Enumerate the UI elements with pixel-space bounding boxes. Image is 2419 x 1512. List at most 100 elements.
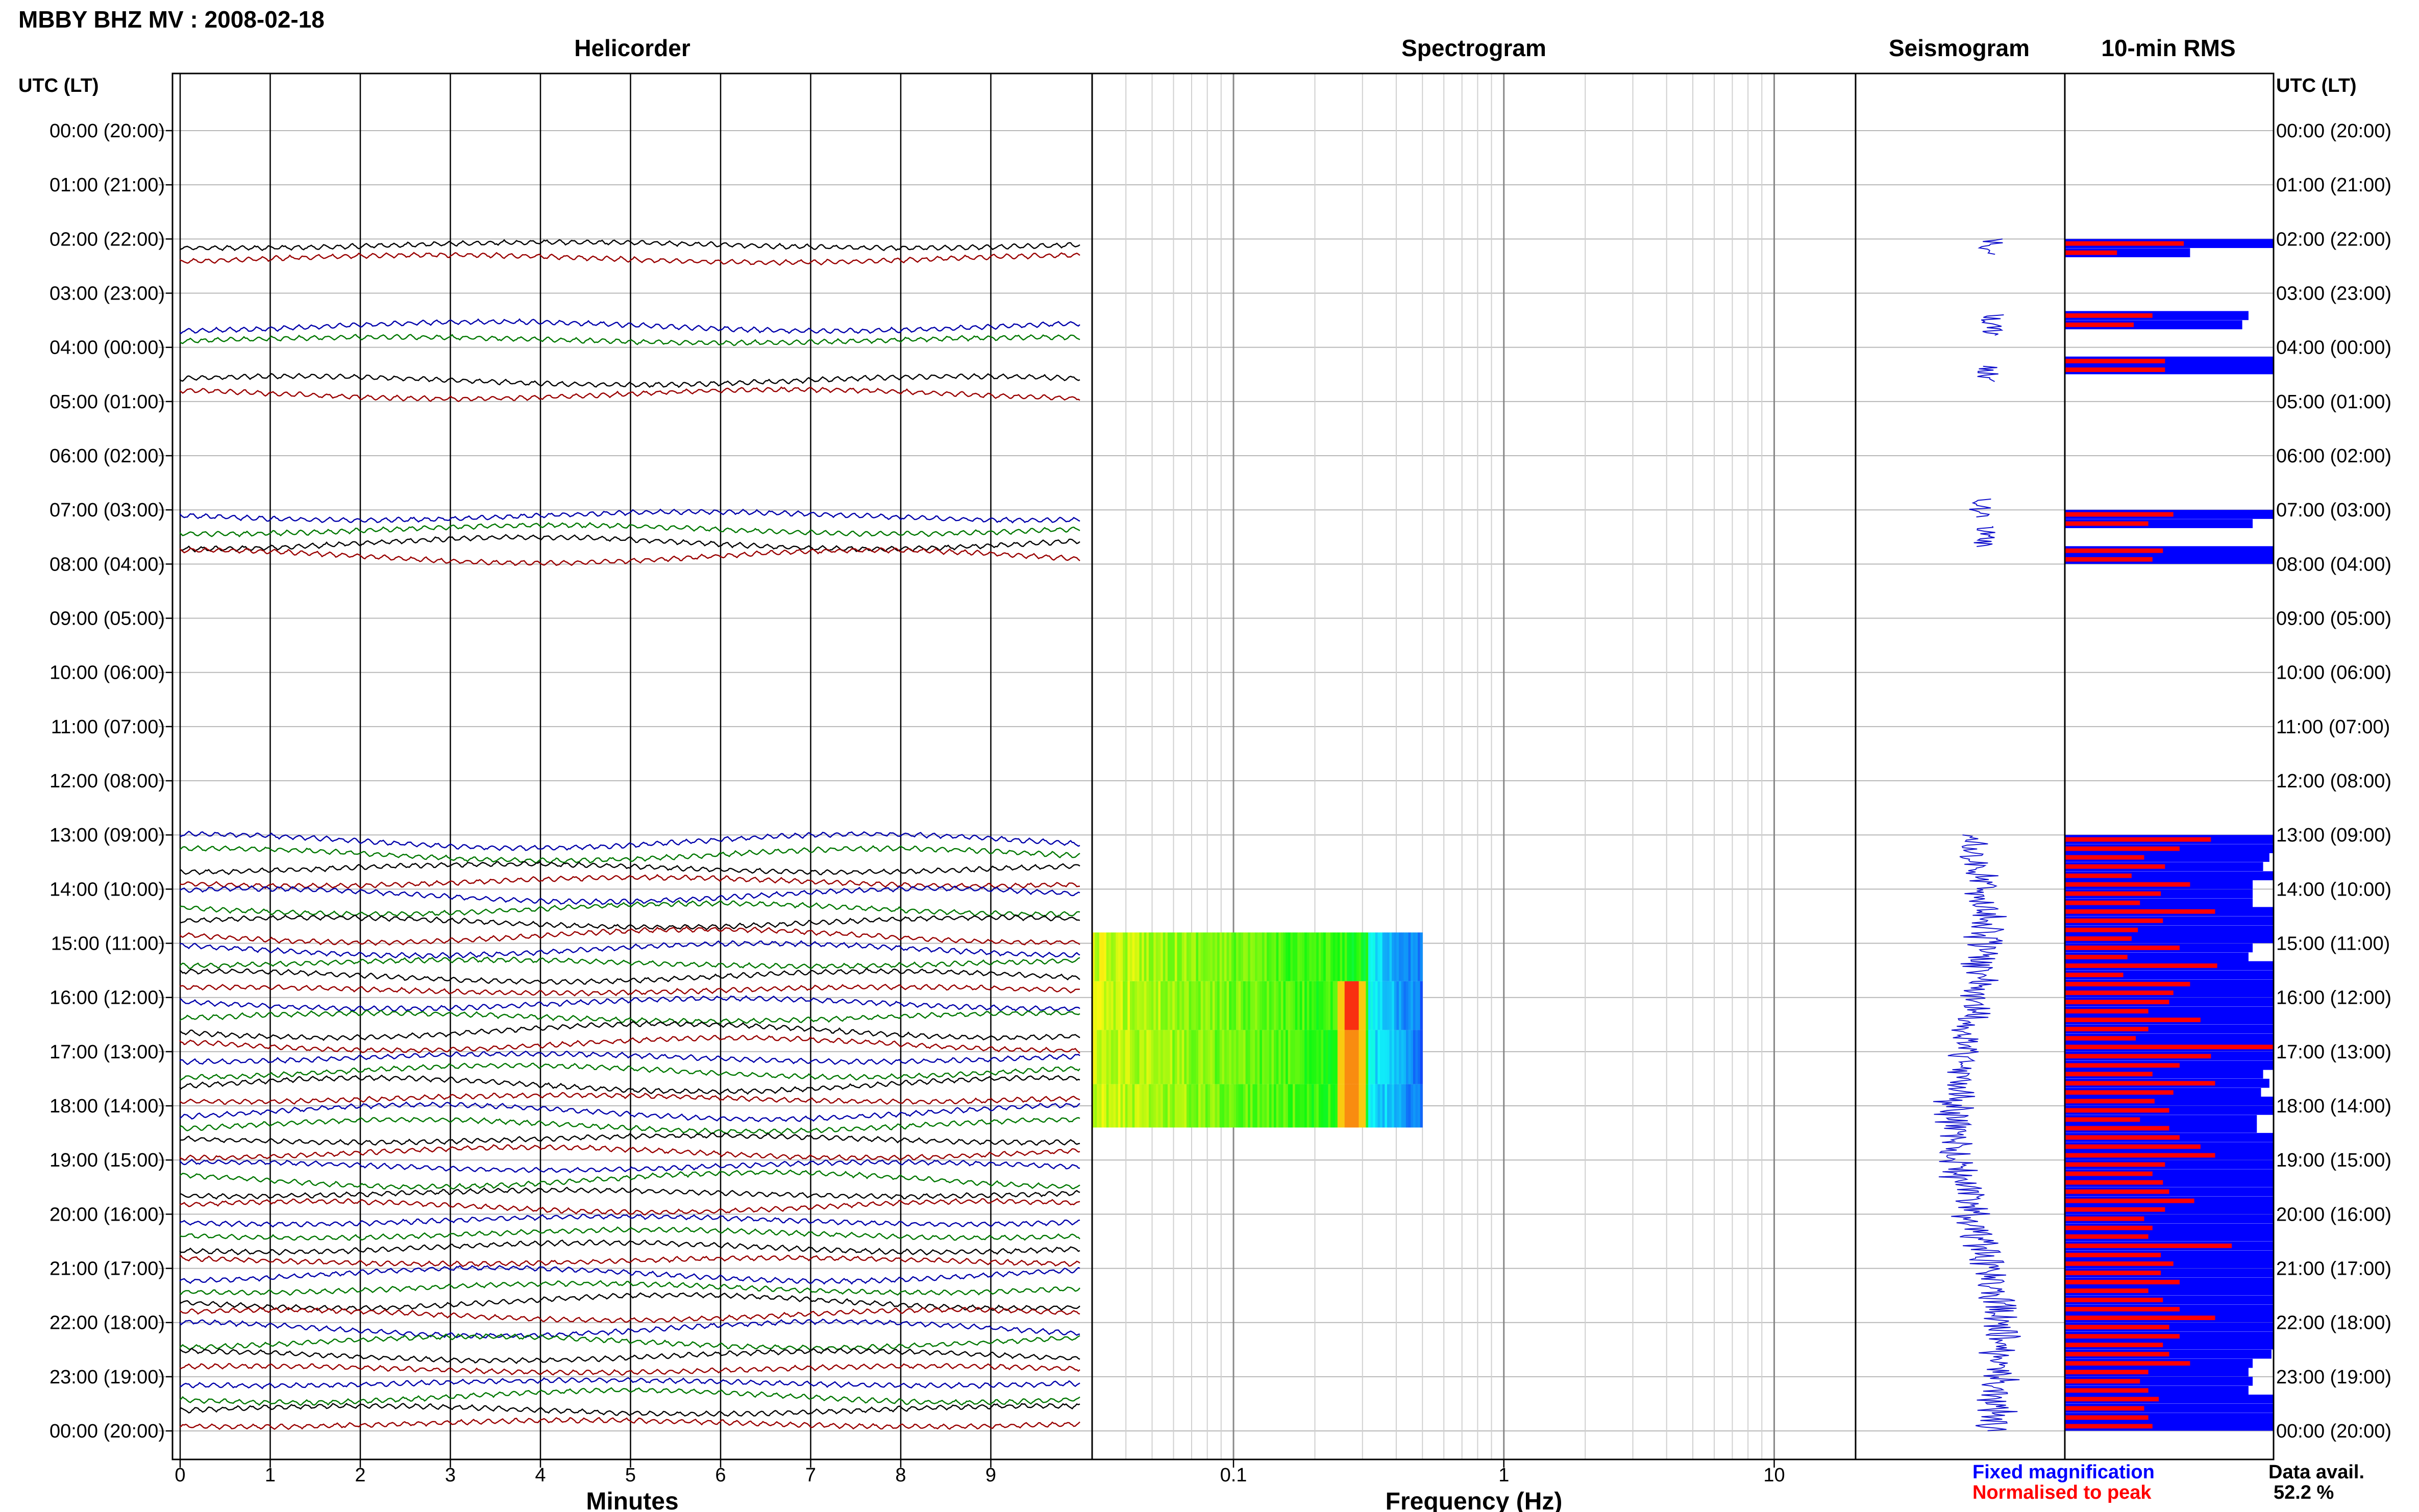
spectrogram-cell [1165,1084,1168,1128]
spectrogram-cell [1094,1084,1097,1128]
spectrogram-cell [1286,981,1289,1030]
spectrogram-cell [1231,932,1235,981]
spectrogram-cell [1116,981,1119,1030]
spectrogram-cell [1250,1030,1253,1084]
spectrogram-cell [1177,1084,1180,1128]
rms-bar-normalised [2065,1027,2149,1032]
helicorder-trace [179,885,1080,905]
hour-label-right: 05:00 (01:00) [2276,391,2391,413]
spectrogram-cell [1226,932,1229,981]
spectrogram-cell [1212,981,1216,1030]
spectrogram-cell [1292,932,1296,981]
minutes-axis-title: Minutes [586,1488,678,1512]
spectrogram-cell [1262,932,1265,981]
spectrogram-cell [1243,1084,1246,1128]
spectrogram-cell [1252,981,1255,1030]
spectrogram-cell [1094,932,1097,981]
spectrogram-cell [1271,1084,1274,1128]
hour-label-left: 11:00 (07:00) [51,716,165,738]
spectrogram-cell [1306,1084,1310,1128]
spectrogram-cell [1366,1030,1369,1084]
helicorder-trace [179,914,1080,931]
spectrogram-cell [1181,1084,1184,1128]
spectrogram-cell [1288,1030,1291,1084]
rms-bar-normalised [2065,512,2174,517]
spectrogram-cell [1309,1030,1312,1084]
legend-normalised-to-peak: Normalised to peak [1972,1482,2152,1503]
helicorder-trace [179,1158,1080,1174]
spectrogram-cell [1236,1030,1239,1084]
hour-label-left: 16:00 (12:00) [50,987,165,1009]
spectrogram-cell [1286,1030,1289,1084]
spectrogram-cell [1163,1030,1166,1084]
spectrogram-cell [1274,1030,1277,1084]
spectrogram-cell [1224,981,1227,1030]
spectrogram-cell [1318,1084,1322,1128]
data-availability-label: Data avail. [2268,1461,2364,1483]
spectrogram-cell [1186,932,1190,981]
spectrogram-cell [1403,1084,1406,1128]
rms-bar-normalised [2065,1198,2194,1203]
spectrogram-cell [1113,932,1116,981]
spectrogram-cell [1110,1030,1114,1084]
hour-label-right: 07:00 (03:00) [2276,500,2391,521]
spectrogram-cell [1167,1030,1171,1084]
hour-label-left: 19:00 (15:00) [50,1150,165,1171]
spectrogram-cell [1200,932,1203,981]
rms-bar-normalised [2065,1189,2169,1194]
spectrogram-cell [1255,1084,1258,1128]
helicorder-traces [179,239,1080,1430]
rms-bar-normalised [2065,918,2163,923]
spectrogram-cell [1370,1084,1373,1128]
hour-label-left: 04:00 (00:00) [50,337,165,359]
minute-tick-label: 2 [355,1465,365,1486]
spectrogram-cell [1215,981,1218,1030]
helicorder-trace [179,1009,1080,1024]
spectrogram-cell [1219,932,1222,981]
helicorder-trace [179,1198,1080,1216]
rms-bar-normalised [2065,1243,2232,1248]
spectrogram-cell [1377,932,1380,981]
spectrogram-cell [1161,932,1164,981]
hour-label-right: 12:00 (08:00) [2276,771,2391,792]
spectrogram-cell [1163,1084,1166,1128]
spectrogram-cell [1354,932,1357,981]
spectrogram-cell [1179,1030,1182,1084]
rms-bar-normalised [2065,1325,2169,1330]
spectrogram-cell [1222,932,1225,981]
rms-bar-normalised [2065,1316,2215,1320]
helicorder-trace [179,534,1080,553]
hour-label-left: 23:00 (19:00) [50,1367,165,1388]
spectrogram-cell [1179,1084,1182,1128]
helicorder-trace [179,334,1080,346]
helicorder-trace [179,1347,1080,1365]
spectrogram-cell [1189,1030,1192,1084]
spectrogram-cell [1304,1084,1307,1128]
spectrogram-cell [1399,1084,1402,1128]
spectrogram-cell [1396,1030,1399,1084]
spectrogram-cell [1101,932,1104,981]
seismogram-burst [1981,314,2004,336]
spectrogram-cell [1257,1084,1260,1128]
spectrogram-cell [1323,1030,1326,1084]
spectrogram-cell [1321,1084,1324,1128]
spectrogram-cell [1179,981,1182,1030]
spectrogram-cell [1316,1084,1319,1128]
seismogram-trace [1933,238,2021,1431]
spectrogram-cell [1278,1084,1281,1128]
spectrogram-cell [1174,1030,1178,1084]
spectrogram-cell [1250,1084,1253,1128]
spectrogram-cell [1245,1030,1248,1084]
hour-label-right: 17:00 (13:00) [2276,1042,2391,1063]
rms-bar-normalised [2065,1090,2174,1095]
spectrogram-cell [1238,1030,1241,1084]
spectrogram-cell [1210,981,1213,1030]
spectrogram-cell [1349,981,1352,1030]
helicorder-trace [179,1265,1080,1285]
spectrogram-cell [1420,932,1423,981]
spectrogram-cell [1127,932,1130,981]
spectrogram-cell [1359,981,1362,1030]
spectrogram-cell [1125,1084,1128,1128]
rms-bar-normalised [2065,323,2134,327]
spectrogram-cell [1328,1084,1331,1128]
